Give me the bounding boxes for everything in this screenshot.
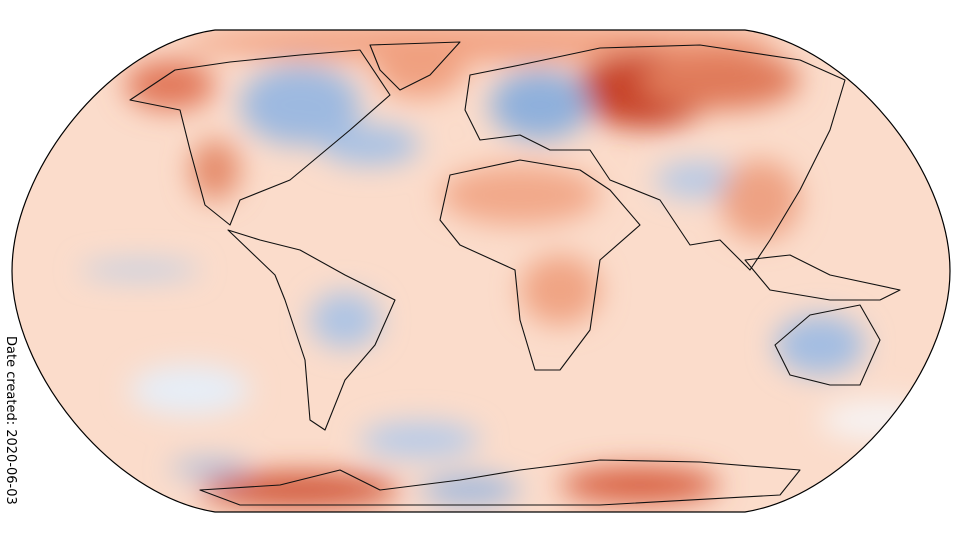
map-border xyxy=(11,29,951,513)
date-caption: Date created: 2020-06-03 xyxy=(3,336,18,505)
coastlines xyxy=(129,41,901,506)
